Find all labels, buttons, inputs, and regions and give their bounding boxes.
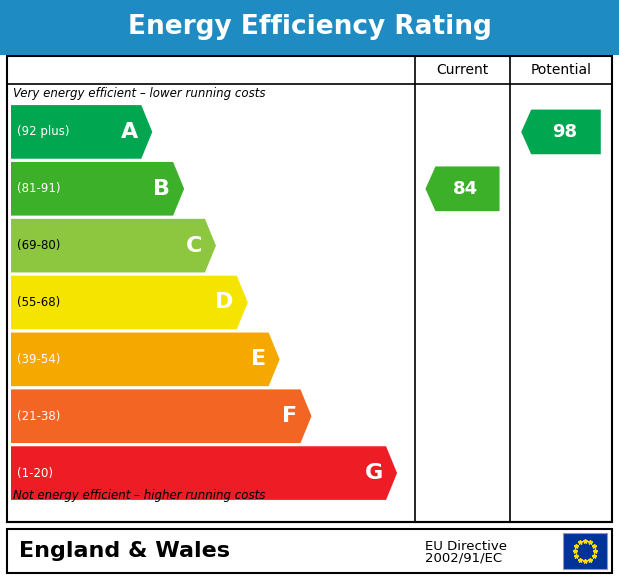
- Bar: [563, 533, 607, 569]
- Polygon shape: [11, 390, 311, 443]
- Text: (21-38): (21-38): [17, 410, 61, 423]
- Text: D: D: [215, 292, 234, 313]
- Text: Energy Efficiency Rating: Energy Efficiency Rating: [128, 14, 491, 41]
- Text: Current: Current: [436, 63, 488, 77]
- Text: (1-20): (1-20): [17, 467, 53, 479]
- Text: (69-80): (69-80): [17, 239, 61, 252]
- Text: (39-54): (39-54): [17, 353, 61, 366]
- Text: A: A: [121, 122, 138, 142]
- Text: (55-68): (55-68): [17, 296, 60, 309]
- Text: (81-91): (81-91): [17, 182, 61, 195]
- Polygon shape: [11, 105, 152, 159]
- Polygon shape: [11, 276, 248, 329]
- Bar: [0, 0, 619, 55]
- Text: (92 plus): (92 plus): [17, 126, 69, 138]
- Text: E: E: [251, 349, 266, 369]
- Text: C: C: [186, 236, 202, 256]
- Bar: [7, 56, 612, 522]
- Text: Not energy efficient – higher running costs: Not energy efficient – higher running co…: [13, 489, 266, 502]
- Text: 2002/91/EC: 2002/91/EC: [425, 552, 502, 565]
- Polygon shape: [11, 219, 216, 273]
- Bar: [7, 529, 612, 573]
- Text: F: F: [282, 406, 298, 426]
- Text: 98: 98: [552, 123, 577, 141]
- Text: EU Directive: EU Directive: [425, 540, 507, 552]
- Text: 84: 84: [453, 180, 478, 198]
- Polygon shape: [11, 446, 397, 500]
- Text: Very energy efficient – lower running costs: Very energy efficient – lower running co…: [13, 87, 266, 100]
- Text: England & Wales: England & Wales: [19, 541, 230, 561]
- Text: Potential: Potential: [530, 63, 592, 77]
- Polygon shape: [425, 166, 500, 211]
- Polygon shape: [11, 162, 184, 215]
- Polygon shape: [11, 332, 280, 386]
- Text: B: B: [153, 179, 170, 199]
- Text: G: G: [365, 463, 383, 483]
- Polygon shape: [521, 109, 601, 154]
